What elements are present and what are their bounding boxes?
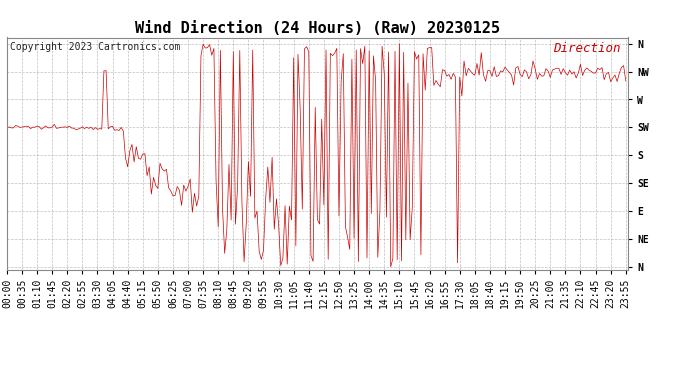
Text: Direction: Direction	[553, 42, 621, 55]
Title: Wind Direction (24 Hours) (Raw) 20230125: Wind Direction (24 Hours) (Raw) 20230125	[135, 21, 500, 36]
Text: Copyright 2023 Cartronics.com: Copyright 2023 Cartronics.com	[10, 42, 180, 52]
